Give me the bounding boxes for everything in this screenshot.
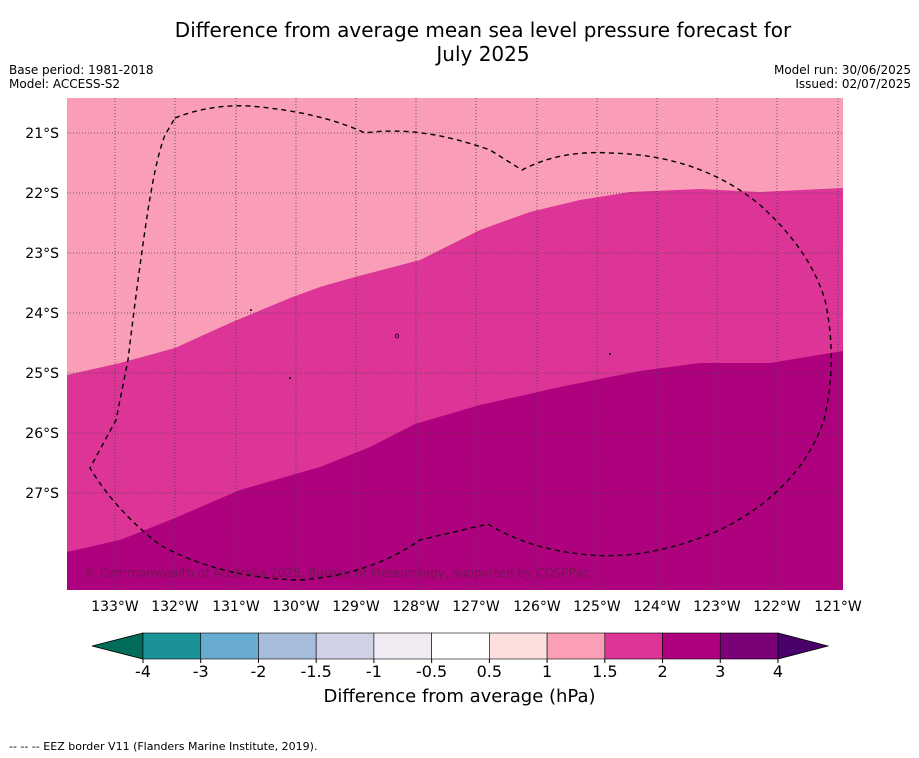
colorbar-tick-label: -2 (250, 662, 266, 681)
copyright-note: © Commonwealth of Australia 2025, Bureau… (84, 566, 589, 580)
colorbar-tick-label: 2 (657, 662, 667, 681)
colorbar-over-arrow (777, 632, 830, 660)
colorbar-tick-label: 4 (773, 662, 783, 681)
longitude-labels: 133°W 132°W 131°W 130°W 129°W 128°W 127°… (91, 599, 862, 615)
lon-label: 133°W (91, 599, 139, 615)
lat-label: 22°S (25, 186, 59, 202)
colorbar-segment (373, 632, 432, 660)
lat-label: 27°S (25, 486, 59, 502)
colorbar-segment (489, 632, 548, 660)
issued-date: Issued: 02/07/2025 (795, 77, 911, 91)
map-title: Difference from average mean sea level p… (120, 18, 846, 66)
colorbar-segment (546, 632, 606, 660)
lon-label: 132°W (151, 599, 199, 615)
title-line-1: Difference from average mean sea level p… (174, 18, 792, 42)
colorbar-tick-label: 0.5 (477, 662, 502, 681)
colorbar-tick-label: 3 (715, 662, 725, 681)
colorbar-segment (604, 632, 663, 660)
lon-label: 128°W (392, 599, 440, 615)
lat-label: 21°S (25, 126, 59, 142)
colorbar-segment (662, 632, 721, 660)
colorbar-tick-label: 1 (542, 662, 552, 681)
lon-label: 131°W (212, 599, 260, 615)
lon-label: 127°W (452, 599, 500, 615)
eez-footnote: -- -- -- EEZ border V11 (Flanders Marine… (9, 740, 318, 753)
lon-label: 126°W (513, 599, 561, 615)
colorbar-segment (258, 632, 317, 660)
meta-right: Model run: 30/06/2025 Issued: 02/07/2025 (774, 63, 911, 91)
colorbar: -4 -3 -2 -1.5 -1 -0.5 0.5 1 1.5 2 3 4 (91, 632, 830, 681)
lon-label: 130°W (272, 599, 320, 615)
lat-label: 24°S (25, 306, 59, 322)
model-run: Model run: 30/06/2025 (773, 63, 911, 77)
latitude-labels: 21°S 22°S 23°S 24°S 25°S 26°S 27°S (25, 126, 59, 502)
colorbar-segment (431, 632, 490, 660)
lon-label: 123°W (693, 599, 741, 615)
colorbar-segment (200, 632, 259, 660)
lat-label: 23°S (25, 246, 59, 262)
colorbar-tick-label: -0.5 (416, 662, 447, 681)
colorbar-under-arrow (91, 632, 144, 660)
model-name: Model: ACCESS-S2 (9, 77, 121, 91)
colorbar-tick-label: -3 (193, 662, 209, 681)
lon-label: 129°W (332, 599, 380, 615)
colorbar-label: Difference from average (hPa) (323, 686, 596, 707)
graticule (67, 98, 843, 590)
islands (249, 308, 612, 379)
colorbar-tick-label: -1.5 (301, 662, 332, 681)
lat-label: 25°S (25, 366, 59, 382)
band-2-to-3 (67, 351, 843, 590)
colorbar-tick-label: -4 (135, 662, 151, 681)
colorbar-tick-label: -1 (366, 662, 382, 681)
lon-label: 124°W (633, 599, 681, 615)
colorbar-segment (719, 632, 779, 660)
colorbar-segment (315, 632, 375, 660)
lon-label: 125°W (573, 599, 621, 615)
meta-left: Base period: 1981-2018 Model: ACCESS-S2 (9, 63, 154, 91)
lat-label: 26°S (25, 426, 59, 442)
eez-border (89, 105, 832, 581)
lon-label: 122°W (753, 599, 801, 615)
base-period: Base period: 1981-2018 (9, 63, 154, 77)
title-line-2: July 2025 (436, 42, 530, 66)
lon-label: 121°W (814, 599, 862, 615)
colorbar-segment (142, 632, 202, 660)
map-panel: © Commonwealth of Australia 2025, Bureau… (67, 98, 843, 590)
colorbar-tick-label: 1.5 (592, 662, 617, 681)
